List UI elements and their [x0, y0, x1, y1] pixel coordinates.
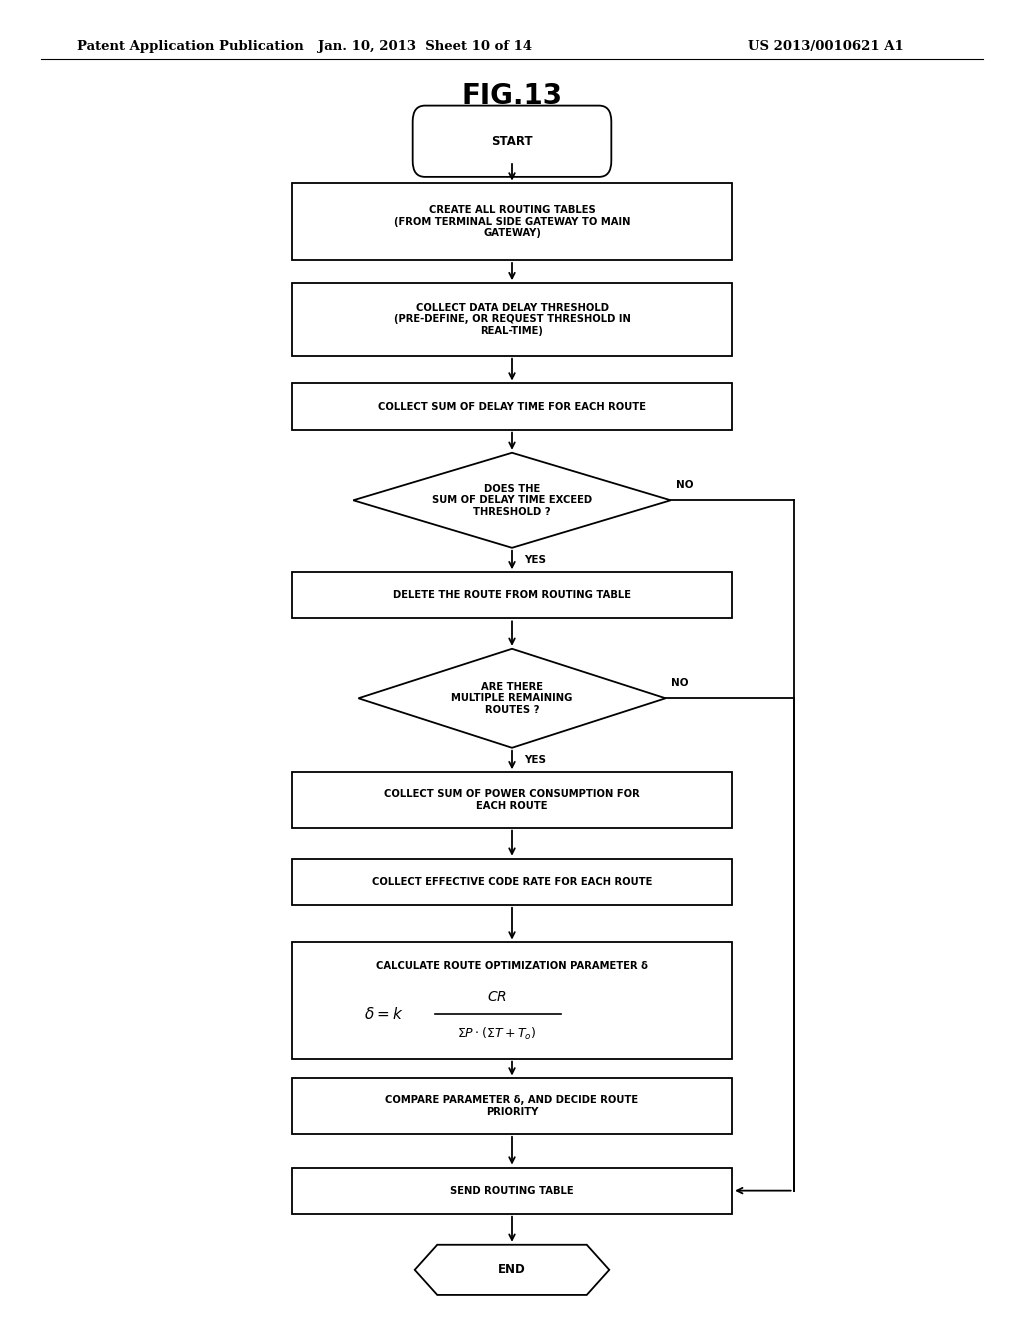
Text: YES: YES — [524, 755, 546, 766]
Text: START: START — [492, 135, 532, 148]
Text: US 2013/0010621 A1: US 2013/0010621 A1 — [748, 40, 903, 53]
Polygon shape — [415, 1245, 609, 1295]
FancyBboxPatch shape — [292, 383, 732, 430]
FancyBboxPatch shape — [292, 183, 732, 260]
Text: CALCULATE ROUTE OPTIMIZATION PARAMETER δ: CALCULATE ROUTE OPTIMIZATION PARAMETER δ — [376, 961, 648, 972]
Text: COLLECT DATA DELAY THRESHOLD
(PRE-DEFINE, OR REQUEST THRESHOLD IN
REAL-TIME): COLLECT DATA DELAY THRESHOLD (PRE-DEFINE… — [393, 302, 631, 337]
Text: SEND ROUTING TABLE: SEND ROUTING TABLE — [451, 1185, 573, 1196]
Text: NO: NO — [671, 677, 688, 688]
Text: Jan. 10, 2013  Sheet 10 of 14: Jan. 10, 2013 Sheet 10 of 14 — [317, 40, 532, 53]
Text: COLLECT SUM OF POWER CONSUMPTION FOR
EACH ROUTE: COLLECT SUM OF POWER CONSUMPTION FOR EAC… — [384, 789, 640, 810]
Text: COLLECT SUM OF DELAY TIME FOR EACH ROUTE: COLLECT SUM OF DELAY TIME FOR EACH ROUTE — [378, 401, 646, 412]
FancyBboxPatch shape — [292, 858, 732, 906]
Text: $\Sigma P \cdot (\Sigma T + T_o)$: $\Sigma P \cdot (\Sigma T + T_o)$ — [457, 1026, 537, 1041]
Text: COMPARE PARAMETER δ, AND DECIDE ROUTE
PRIORITY: COMPARE PARAMETER δ, AND DECIDE ROUTE PR… — [385, 1096, 639, 1117]
Text: CREATE ALL ROUTING TABLES
(FROM TERMINAL SIDE GATEWAY TO MAIN
GATEWAY): CREATE ALL ROUTING TABLES (FROM TERMINAL… — [394, 205, 630, 239]
FancyBboxPatch shape — [292, 1167, 732, 1214]
Text: COLLECT EFFECTIVE CODE RATE FOR EACH ROUTE: COLLECT EFFECTIVE CODE RATE FOR EACH ROU… — [372, 876, 652, 887]
FancyBboxPatch shape — [413, 106, 611, 177]
Text: $\delta = k$: $\delta = k$ — [365, 1006, 403, 1022]
Text: DELETE THE ROUTE FROM ROUTING TABLE: DELETE THE ROUTE FROM ROUTING TABLE — [393, 590, 631, 601]
FancyBboxPatch shape — [292, 572, 732, 618]
Text: YES: YES — [524, 554, 546, 565]
Polygon shape — [358, 649, 666, 747]
Text: NO: NO — [676, 479, 693, 490]
Text: END: END — [498, 1263, 526, 1276]
Polygon shape — [353, 453, 671, 548]
Text: $CR$: $CR$ — [486, 990, 507, 1003]
Text: FIG.13: FIG.13 — [462, 82, 562, 111]
Text: ARE THERE
MULTIPLE REMAINING
ROUTES ?: ARE THERE MULTIPLE REMAINING ROUTES ? — [452, 681, 572, 715]
FancyBboxPatch shape — [292, 282, 732, 355]
FancyBboxPatch shape — [292, 942, 732, 1059]
Text: DOES THE
SUM OF DELAY TIME EXCEED
THRESHOLD ?: DOES THE SUM OF DELAY TIME EXCEED THRESH… — [432, 483, 592, 517]
FancyBboxPatch shape — [292, 772, 732, 828]
FancyBboxPatch shape — [292, 1078, 732, 1134]
Text: Patent Application Publication: Patent Application Publication — [77, 40, 303, 53]
